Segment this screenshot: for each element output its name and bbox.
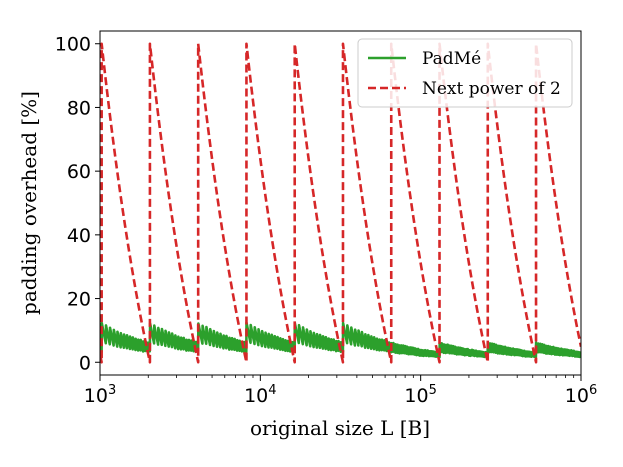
y-axis-ticks: 0 20 40 60 80 100 [55,34,100,374]
series-next-power-of-2-line [100,42,581,364]
series-layer [100,42,581,364]
series-padme-line [100,321,581,359]
y-tick-label: 80 [67,97,91,119]
legend-box [357,38,573,108]
y-axis-label: padding overhead [%] [17,91,41,315]
legend: PadMé Next power of 2 [357,38,573,108]
legend-label-padme: PadMé [422,49,481,69]
y-tick-label: 20 [67,289,91,311]
x-tick-label: 106 [565,383,597,407]
legend-label-next-power-of-2: Next power of 2 [422,79,561,99]
y-tick-label: 100 [55,34,91,56]
x-tick-label: 103 [84,383,116,407]
x-tick-label: 104 [244,383,276,407]
y-tick-label: 60 [67,161,91,183]
x-tick-label: 105 [404,383,436,407]
x-axis-ticks: 103 104 105 106 [84,375,597,407]
x-axis-label: original size L [B] [250,416,430,440]
y-tick-label: 40 [67,225,91,247]
plot-frame [99,30,582,376]
y-tick-label: 0 [79,352,91,374]
